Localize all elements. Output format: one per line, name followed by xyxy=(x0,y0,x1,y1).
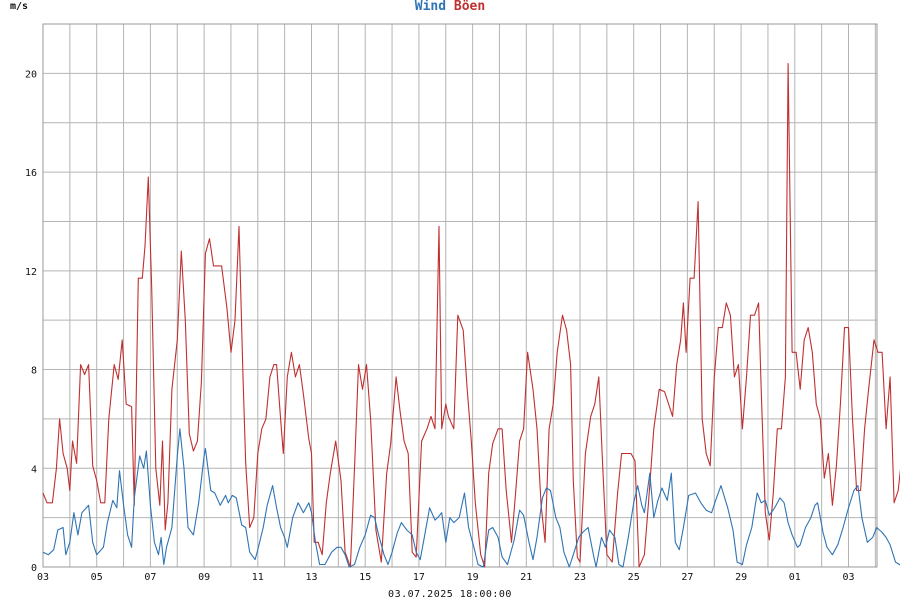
legend-wind: Wind xyxy=(414,0,447,14)
y-axis-unit: m/s xyxy=(10,1,29,12)
x-tick-label: 27 xyxy=(681,572,693,583)
plot-frame xyxy=(42,23,878,568)
x-tick-label: 09 xyxy=(198,572,210,583)
x-tick-label: 07 xyxy=(144,572,156,583)
series-line-wind xyxy=(42,428,900,568)
x-tick-label: 05 xyxy=(91,572,103,583)
x-tick-label: 03 xyxy=(37,572,49,583)
legend-gusts: Böen xyxy=(453,0,486,14)
x-tick-label: 03 xyxy=(842,572,854,583)
x-tick-label: 21 xyxy=(520,572,532,583)
x-tick-label: 23 xyxy=(574,572,586,583)
x-tick-label: 15 xyxy=(359,572,371,583)
series-line-gusts xyxy=(42,62,900,568)
x-tick-label: 11 xyxy=(252,572,264,583)
y-tick-label: 0 xyxy=(31,563,37,574)
x-tick-label: 19 xyxy=(467,572,479,583)
x-tick-label: 01 xyxy=(789,572,801,583)
y-tick-label: 8 xyxy=(31,366,37,377)
timestamp-footer: 03.07.2025 18:00:00 xyxy=(388,589,512,600)
x-tick-label: 17 xyxy=(413,572,425,583)
y-tick-label: 4 xyxy=(31,464,37,475)
chart-legend: Wind Böen xyxy=(0,0,900,14)
y-tick-label: 16 xyxy=(25,168,37,179)
x-tick-label: 25 xyxy=(628,572,640,583)
y-tick-label: 12 xyxy=(25,267,37,278)
y-tick-label: 20 xyxy=(25,69,37,80)
x-tick-label: 29 xyxy=(735,572,747,583)
x-tick-label: 13 xyxy=(305,572,317,583)
